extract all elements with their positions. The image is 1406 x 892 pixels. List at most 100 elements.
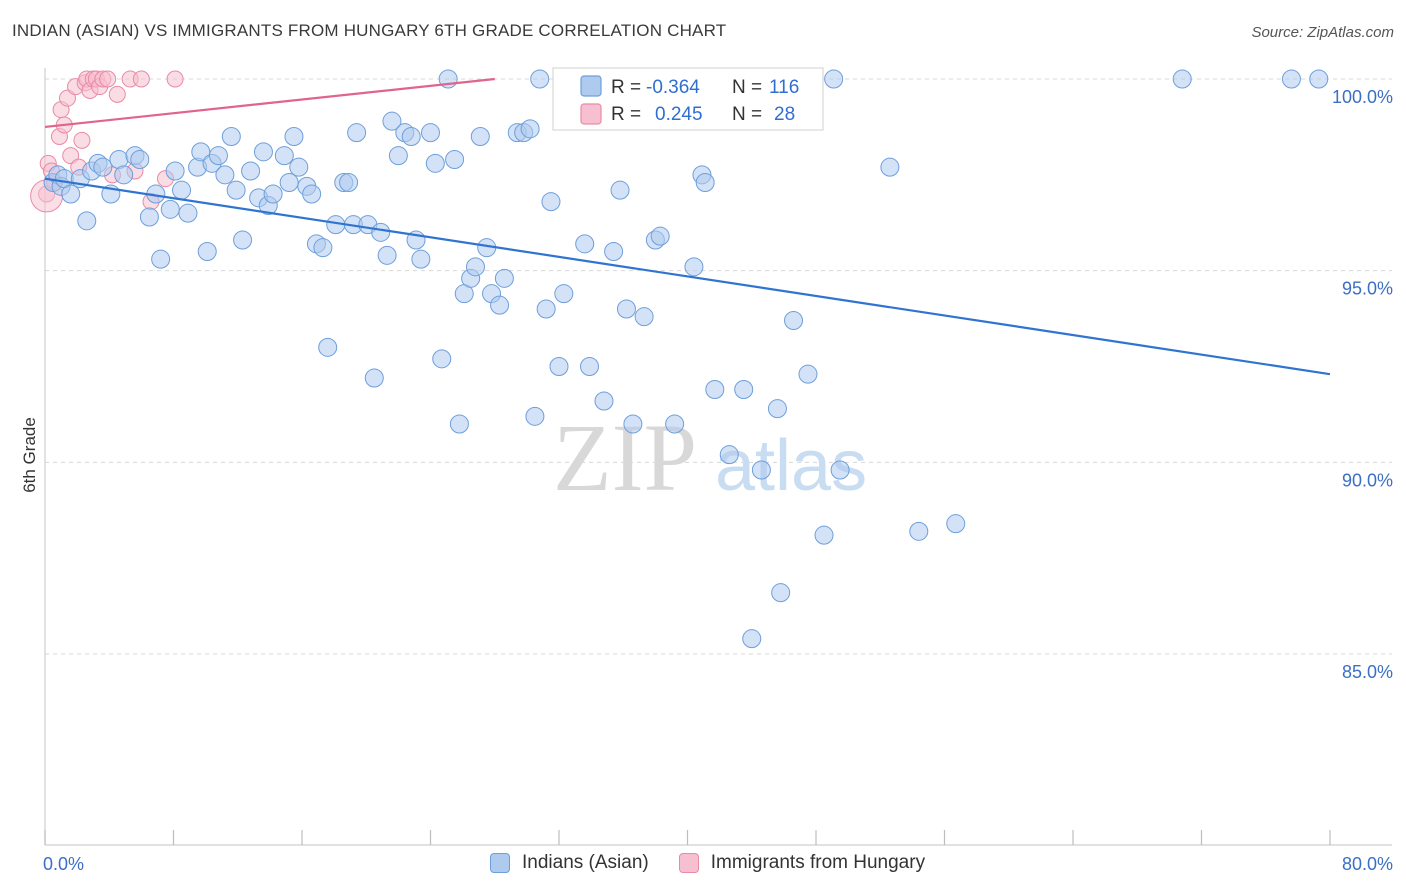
legend-swatch-pink: [580, 103, 602, 125]
indian-point: [742, 629, 762, 649]
bottom-legend: Indians (Asian) Immigrants from Hungary: [490, 852, 955, 874]
indian-point: [445, 150, 465, 169]
trend-lines: [44, 77, 1331, 376]
indian-point: [734, 380, 754, 399]
legend-r-label-2: R =: [611, 104, 641, 125]
indian-point: [494, 268, 514, 288]
indian-point: [432, 349, 452, 369]
indian-point: [830, 460, 850, 480]
indian-point: [490, 295, 510, 315]
indian-point: [165, 161, 185, 181]
indian-point: [650, 226, 670, 246]
y-axis-title: 6th Grade: [20, 417, 39, 493]
indian-point: [284, 127, 304, 146]
indian-point: [178, 203, 198, 223]
indian-point: [536, 299, 556, 319]
indian-point: [114, 165, 134, 185]
indian-point: [289, 157, 309, 177]
x-tick-label-left: 0.0%: [43, 854, 84, 874]
indian-point: [530, 69, 550, 89]
source-label: Source: ZipAtlas.com: [1251, 24, 1394, 41]
indian-point: [549, 357, 569, 376]
indian-point: [93, 157, 113, 177]
y-tick-label: 85.0%: [1342, 662, 1393, 682]
indian-point: [221, 127, 241, 146]
indian-point: [388, 146, 408, 166]
hungary-point: [132, 70, 150, 88]
indian-point: [594, 391, 614, 411]
indian-point: [253, 142, 273, 162]
hungary-point: [166, 70, 184, 88]
indian-point: [172, 180, 192, 200]
indian-point: [318, 337, 338, 357]
indian-point: [610, 180, 630, 200]
indian-point: [604, 242, 624, 261]
indian-point: [705, 380, 725, 399]
indian-point: [771, 583, 791, 603]
indian-point: [520, 119, 540, 139]
indian-point: [751, 460, 771, 480]
legend-item-hungary[interactable]: Immigrants from Hungary: [678, 852, 925, 874]
indian-point: [382, 111, 402, 131]
y-tick-label: 95.0%: [1342, 279, 1393, 299]
indian-point: [208, 146, 228, 166]
indian-point: [215, 165, 235, 185]
indian-point: [411, 249, 431, 269]
y-tick-label: 100.0%: [1332, 87, 1393, 107]
indian-point: [684, 257, 704, 277]
hungary-trend-line: [44, 77, 495, 129]
indian-point: [279, 173, 299, 192]
indian-point: [130, 150, 150, 169]
indian-point: [541, 192, 561, 212]
indian-points: [43, 69, 1329, 649]
indian-point: [1172, 69, 1192, 89]
indian-point: [449, 414, 469, 434]
indian-point: [233, 230, 253, 250]
indian-point: [665, 414, 685, 434]
chart-title: INDIAN (ASIAN) VS IMMIGRANTS FROM HUNGAR…: [12, 21, 727, 40]
legend-n-label-1: N =: [732, 77, 762, 98]
indian-point: [824, 69, 844, 89]
indian-point: [465, 257, 485, 277]
y-tick-label: 90.0%: [1342, 470, 1393, 490]
legend-n-value-2: 28: [774, 104, 795, 125]
indian-point: [77, 211, 97, 231]
indian-point: [139, 207, 159, 227]
indian-point: [554, 284, 574, 304]
indian-point: [880, 157, 900, 177]
x-tick-label-right: 80.0%: [1342, 854, 1393, 874]
legend-item-indians[interactable]: Indians (Asian): [490, 852, 649, 874]
indian-trend-line: [44, 177, 1331, 376]
hungary-points: [30, 70, 184, 213]
legend-r-label-1: R =: [611, 77, 641, 98]
indian-point: [616, 299, 636, 319]
indian-point: [946, 514, 966, 534]
indian-point: [1309, 69, 1329, 89]
indian-point: [719, 445, 739, 465]
indian-point: [302, 184, 322, 204]
legend-n-value-1: 116: [769, 77, 799, 98]
indian-point: [160, 199, 180, 219]
indian-point: [909, 521, 929, 541]
indian-point: [347, 123, 367, 143]
indian-point: [623, 414, 643, 434]
indian-point: [339, 173, 359, 192]
stats-legend: R = -0.364 N = 116 R = 0.245 N = 28: [552, 67, 824, 131]
indian-point: [371, 222, 391, 242]
legend-r-value-2: 0.245: [655, 104, 703, 125]
indian-point: [274, 146, 294, 166]
tick-labels: 100.0% 95.0% 90.0% 85.0% 0.0% 80.0%: [43, 87, 1393, 874]
indian-point: [470, 127, 490, 146]
hungary-point: [58, 89, 76, 107]
indian-point: [401, 127, 421, 146]
hungary-point: [62, 147, 80, 165]
indian-point: [798, 364, 818, 384]
indian-point: [767, 399, 787, 419]
legend-label-indians: Indians (Asian): [522, 852, 649, 873]
legend-swatch-blue: [580, 75, 602, 97]
indian-point: [421, 123, 440, 143]
indian-point: [814, 525, 834, 545]
indian-point: [784, 311, 804, 330]
indian-point: [197, 242, 217, 261]
